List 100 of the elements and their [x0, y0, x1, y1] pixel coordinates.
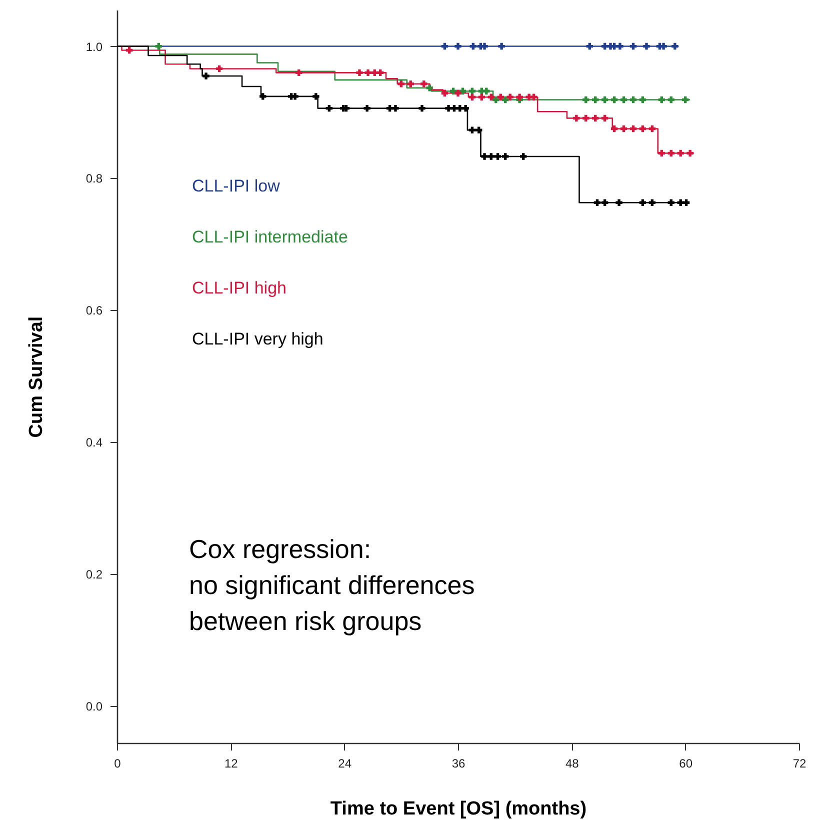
point [582, 96, 590, 104]
point [582, 114, 590, 122]
point [639, 96, 646, 104]
x-tick-label: 36 [452, 756, 466, 770]
y-tick-label: 0.8 [86, 172, 103, 186]
y-axis-title: Cum Survival [26, 316, 47, 438]
point [481, 153, 488, 160]
point [364, 104, 370, 112]
x-tick-label: 12 [224, 756, 238, 770]
point [376, 69, 384, 76]
point [630, 42, 637, 50]
point [392, 104, 399, 112]
point [398, 80, 405, 88]
y-tick-label: 0.6 [86, 304, 103, 318]
point [592, 96, 599, 104]
text: CLL-IPI high [192, 278, 286, 298]
point [610, 96, 618, 104]
point [530, 94, 538, 100]
point [586, 42, 594, 50]
point [502, 153, 509, 160]
point [592, 114, 599, 122]
point [520, 153, 527, 160]
y-tick-label: 1.0 [86, 40, 103, 54]
point [639, 125, 646, 132]
point [216, 65, 223, 72]
point [356, 69, 363, 76]
y-tick-label: 0.2 [86, 568, 103, 582]
point [620, 96, 628, 104]
point [498, 42, 505, 50]
point [462, 104, 469, 112]
point [630, 125, 637, 132]
x-tick-label: 24 [338, 756, 352, 770]
point [296, 69, 302, 76]
point [454, 90, 462, 96]
text: CLL-IPI intermediate [192, 228, 348, 246]
point [502, 96, 509, 104]
point [686, 150, 694, 157]
point [441, 42, 448, 50]
point [292, 93, 298, 100]
point [616, 199, 622, 206]
point [672, 42, 678, 50]
point [682, 96, 689, 104]
point [616, 42, 624, 50]
point [668, 150, 674, 157]
point [639, 199, 646, 206]
point [648, 125, 656, 132]
x-axis-title: Time to Event [OS] (months) [330, 798, 587, 820]
point [202, 72, 210, 80]
y-tick-label: 0.0 [86, 700, 103, 714]
point [682, 199, 690, 206]
point [418, 104, 426, 112]
text: CLL-IPI low [192, 176, 281, 196]
point [126, 46, 133, 54]
point [326, 104, 333, 112]
point [497, 94, 504, 100]
point [364, 69, 372, 76]
point [468, 94, 476, 100]
point [407, 80, 414, 88]
x-tick-label: 60 [679, 756, 693, 770]
point [454, 42, 462, 50]
point [601, 199, 608, 206]
annotation: Cox regression: no significant differences between risk groups [189, 534, 475, 636]
point [468, 126, 476, 134]
point [573, 114, 580, 122]
point [610, 125, 618, 132]
point [470, 42, 477, 50]
point [506, 94, 514, 100]
point [648, 199, 656, 206]
point [658, 96, 666, 104]
y-tick-label: 0.4 [86, 436, 103, 450]
point [488, 94, 495, 100]
point [658, 150, 666, 157]
point [312, 93, 320, 100]
point [155, 42, 162, 50]
point [481, 42, 488, 50]
point [488, 153, 495, 160]
x-tick-label: 72 [792, 756, 806, 770]
text: CLL-IPI very high [192, 330, 324, 348]
point [668, 96, 674, 104]
point [594, 199, 601, 206]
point [441, 90, 448, 96]
point [475, 126, 482, 134]
point [445, 104, 452, 112]
point [478, 94, 486, 100]
x-tick-label: 48 [565, 756, 580, 770]
point [601, 114, 608, 122]
point [492, 96, 500, 104]
point [660, 42, 667, 50]
point [630, 96, 637, 104]
point [483, 88, 490, 95]
point [620, 125, 628, 132]
point [601, 96, 608, 104]
point [668, 199, 674, 206]
point [494, 153, 502, 160]
point [643, 42, 650, 50]
point [260, 93, 266, 100]
point [420, 80, 428, 88]
point [677, 150, 684, 157]
point [516, 94, 523, 100]
point [426, 84, 433, 92]
